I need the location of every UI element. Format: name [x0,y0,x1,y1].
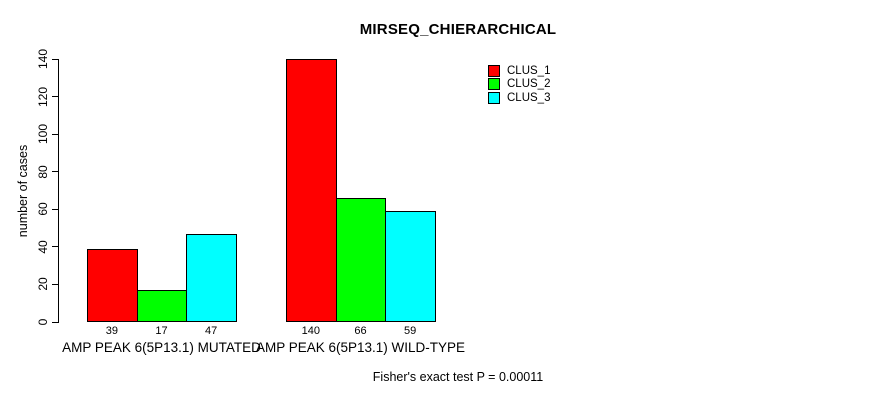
legend-item-clus_2: CLUS_2 [488,78,550,92]
y-axis-tick [52,133,59,135]
legend-label: CLUS_2 [507,78,551,91]
y-axis-tick [52,283,59,285]
legend-swatch-clus_3 [488,91,500,104]
bar-value-label: 140 [301,325,320,337]
bar-value-label: 17 [155,325,168,337]
bar-clus_1-group1 [87,248,138,322]
category-label: AMP PEAK 6(5P13.1) MUTATED [62,340,261,355]
bar-clus_1-group2 [286,59,337,322]
y-axis-tick [52,96,59,98]
legend-label: CLUS_1 [507,64,551,77]
y-axis-tick-label: 0 [36,318,50,326]
y-axis-tick [52,321,59,323]
y-axis-tick-label: 140 [36,48,50,70]
bar-clus_2-group2 [335,198,387,322]
bar-value-label: 59 [404,325,417,337]
y-axis-tick-label: 80 [36,165,50,179]
y-axis-tick-label: 100 [36,124,50,145]
bar-value-label: 39 [105,325,118,337]
y-axis-line [58,59,59,323]
y-axis-tick-label: 60 [36,202,50,216]
legend-label: CLUS_3 [507,91,551,104]
bar-value-label: 66 [354,325,367,337]
y-axis-tick-label: 40 [36,240,50,254]
y-axis-tick [52,58,59,60]
bar-value-label: 47 [205,325,218,337]
legend-item-clus_3: CLUS_3 [488,91,550,105]
y-axis-tick-label: 120 [36,86,50,107]
y-axis-tick-label: 20 [36,277,50,292]
legend-item-clus_1: CLUS_1 [488,64,550,78]
bar-clus_2-group1 [136,290,188,322]
y-axis-tick [52,171,59,173]
bar-clus_3-group2 [385,211,436,322]
legend: CLUS_1 CLUS_2 CLUS_3 [488,64,550,105]
fisher-test-footnote: Fisher's exact test P = 0.00011 [372,370,544,384]
bar-clus_3-group1 [186,233,237,322]
y-axis-tick [52,246,59,248]
legend-swatch-clus_2 [488,78,500,91]
chart-title: MIRSEQ_CHIERARCHICAL [359,21,557,38]
category-label: AMP PEAK 6(5P13.1) WILD-TYPE [255,340,466,355]
legend-swatch-clus_1 [488,64,500,77]
y-axis-label: number of cases [16,144,30,238]
y-axis-tick [52,208,59,210]
